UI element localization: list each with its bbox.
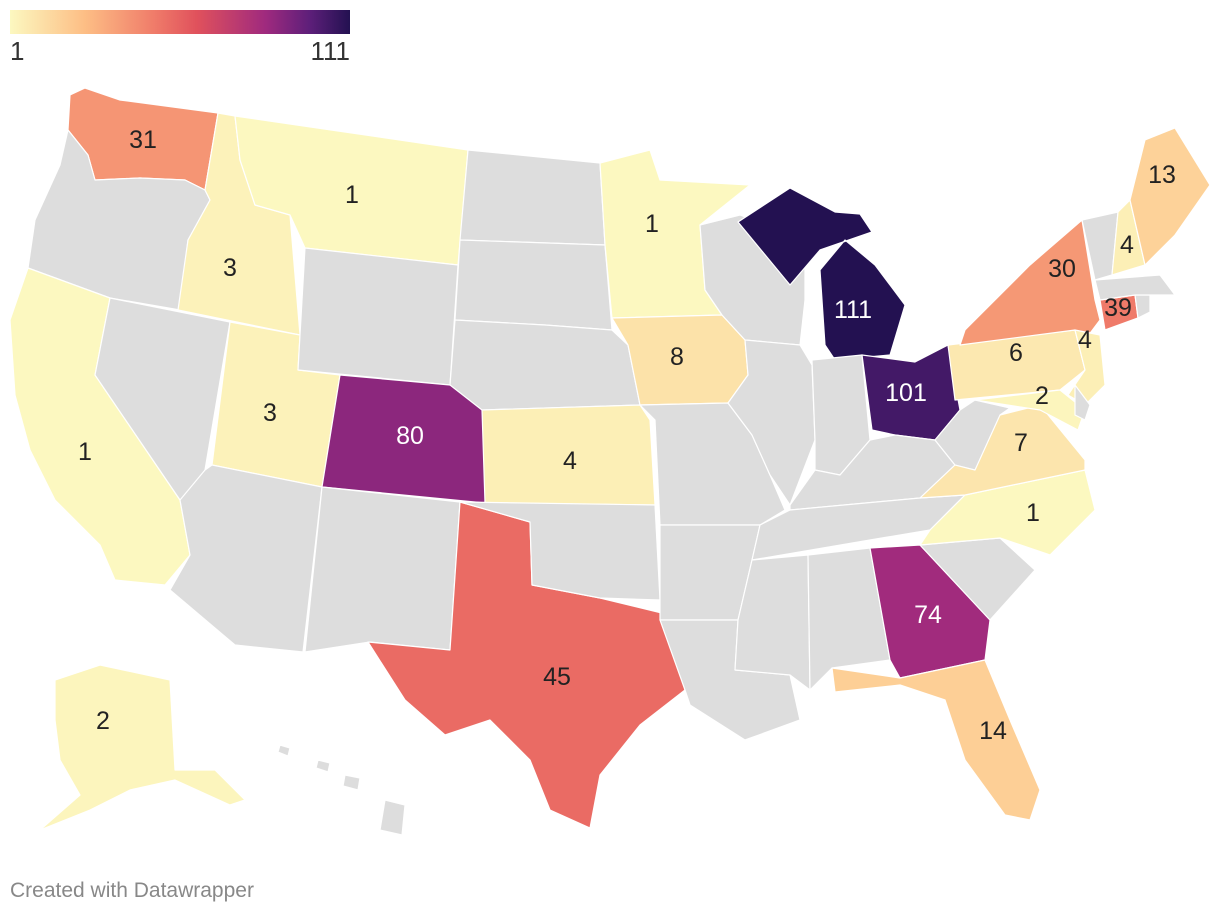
state-value-label-me: 13: [1148, 161, 1176, 189]
state-value-label-ct: 39: [1104, 294, 1132, 322]
state-value-label-pa: 6: [1009, 339, 1023, 367]
state-ak[interactable]: [39, 664, 246, 831]
state-value-label-oh: 101: [885, 379, 927, 407]
state-value-label-nj: 4: [1078, 326, 1092, 354]
color-legend: 1 111: [10, 10, 350, 66]
legend-max-label: 111: [310, 36, 350, 66]
state-il[interactable]: [727, 339, 816, 506]
state-value-label-fl: 14: [979, 717, 1007, 745]
state-value-label-ks: 4: [563, 447, 577, 475]
state-value-label-co: 80: [396, 422, 424, 450]
state-value-label-id: 3: [223, 254, 237, 282]
state-az[interactable]: [169, 464, 323, 653]
state-md[interactable]: [974, 389, 1086, 431]
state-mi[interactable]: [737, 187, 906, 361]
state-fl[interactable]: [831, 659, 1041, 821]
state-value-label-ga: 74: [914, 601, 942, 629]
state-nm[interactable]: [304, 486, 461, 653]
datawrapper-credit: Created with Datawrapper: [10, 879, 254, 902]
state-ri[interactable]: [1134, 294, 1151, 319]
state-value-label-wa: 31: [129, 126, 157, 154]
state-hi[interactable]: [277, 744, 406, 836]
state-value-label-ak: 2: [96, 707, 110, 735]
state-value-label-md: 2: [1035, 382, 1049, 410]
state-value-label-va: 7: [1014, 429, 1028, 457]
state-value-label-mi: 111: [834, 296, 872, 324]
state-value-label-ca: 1: [78, 438, 92, 466]
state-value-label-nc: 1: [1026, 499, 1040, 527]
legend-min-label: 1: [10, 36, 25, 66]
state-de[interactable]: [1074, 384, 1091, 421]
state-value-label-ut: 3: [263, 399, 277, 427]
state-value-label-mn: 1: [645, 210, 659, 238]
state-ne[interactable]: [449, 319, 641, 411]
state-ok[interactable]: [459, 501, 661, 601]
state-value-label-nh: 4: [1120, 231, 1134, 259]
state-ma[interactable]: [1094, 274, 1176, 301]
state-value-label-ia: 8: [670, 343, 684, 371]
state-me[interactable]: [1129, 127, 1211, 266]
state-wv[interactable]: [934, 399, 1011, 471]
state-nd[interactable]: [459, 149, 606, 246]
state-value-label-ny: 30: [1048, 255, 1076, 283]
state-value-label-tx: 45: [543, 663, 571, 691]
state-value-label-mt: 1: [345, 181, 359, 209]
state-ny[interactable]: [959, 219, 1101, 346]
state-sd[interactable]: [454, 239, 613, 331]
legend-gradient-bar: [10, 10, 350, 34]
state-al[interactable]: [807, 547, 891, 691]
state-wy[interactable]: [297, 247, 459, 386]
state-ks[interactable]: [481, 404, 656, 506]
